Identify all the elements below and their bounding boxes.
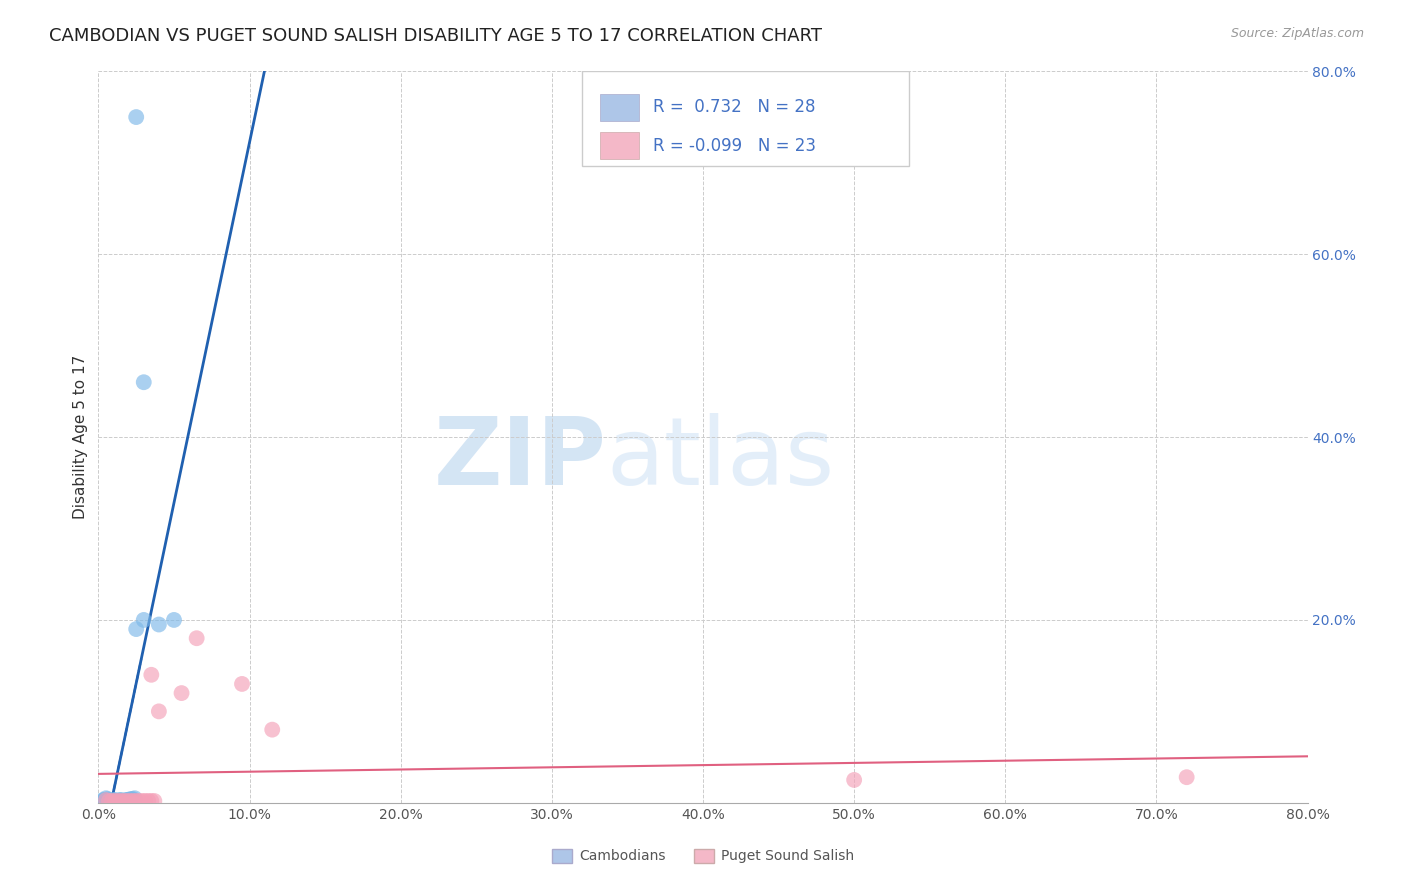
Text: R = -0.099   N = 23: R = -0.099 N = 23: [654, 136, 817, 154]
Point: [120, 794, 142, 808]
Point: [98, 793, 121, 807]
Text: atlas: atlas: [606, 413, 835, 505]
Legend: Cambodians, Puget Sound Salish: Cambodians, Puget Sound Salish: [546, 843, 860, 869]
Point: [98, 794, 121, 808]
Point: [121, 792, 143, 806]
Text: ZIP: ZIP: [433, 413, 606, 505]
Point: [118, 793, 141, 807]
Point: [120, 792, 142, 806]
Point: [101, 794, 124, 808]
Point: [124, 791, 146, 805]
Point: [170, 686, 193, 700]
Point: [132, 375, 155, 389]
Point: [104, 793, 127, 807]
Y-axis label: Disability Age 5 to 17: Disability Age 5 to 17: [73, 355, 89, 519]
Point: [125, 622, 148, 636]
Point: [122, 794, 145, 808]
Point: [148, 617, 170, 632]
Point: [108, 793, 131, 807]
FancyBboxPatch shape: [600, 94, 638, 121]
Point: [104, 794, 127, 808]
Point: [105, 794, 128, 808]
Point: [134, 794, 156, 808]
Point: [100, 794, 122, 808]
Point: [148, 705, 170, 719]
Point: [101, 794, 124, 808]
Point: [844, 772, 866, 787]
FancyBboxPatch shape: [600, 132, 638, 160]
Point: [112, 794, 135, 808]
Point: [132, 613, 155, 627]
Point: [114, 793, 136, 807]
Point: [93, 793, 115, 807]
Point: [112, 794, 135, 808]
Point: [131, 794, 153, 808]
Text: Source: ZipAtlas.com: Source: ZipAtlas.com: [1230, 27, 1364, 40]
Point: [128, 794, 150, 808]
Point: [1175, 770, 1198, 784]
Point: [136, 794, 159, 808]
Point: [103, 793, 125, 807]
Point: [122, 792, 145, 806]
Point: [143, 794, 166, 808]
Text: CAMBODIAN VS PUGET SOUND SALISH DISABILITY AGE 5 TO 17 CORRELATION CHART: CAMBODIAN VS PUGET SOUND SALISH DISABILI…: [49, 27, 823, 45]
Point: [96, 792, 118, 806]
Point: [110, 793, 132, 807]
Point: [107, 794, 129, 808]
Point: [91, 793, 114, 807]
Point: [141, 794, 163, 808]
Point: [107, 794, 129, 808]
Point: [141, 667, 163, 681]
Point: [115, 793, 138, 807]
Point: [163, 613, 186, 627]
Point: [94, 791, 117, 805]
Point: [262, 723, 284, 737]
Point: [111, 794, 134, 808]
Point: [94, 793, 117, 807]
Text: R =  0.732   N = 28: R = 0.732 N = 28: [654, 98, 815, 117]
Point: [115, 794, 138, 808]
Point: [110, 794, 132, 808]
Point: [125, 794, 148, 808]
Point: [125, 110, 148, 124]
FancyBboxPatch shape: [582, 71, 908, 167]
Point: [186, 632, 208, 646]
Point: [231, 677, 253, 691]
